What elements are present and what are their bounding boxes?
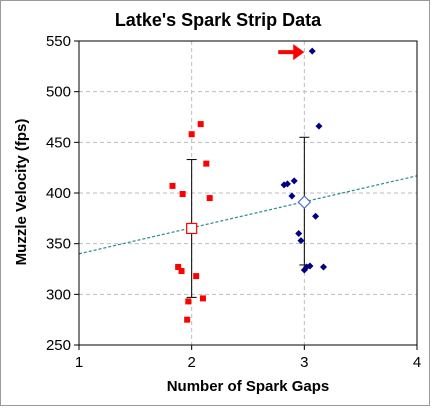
data-point [203,160,210,167]
data-point [297,237,305,245]
data-point [283,180,291,188]
y-tick-label: 300 [46,286,71,303]
mean-markers [186,195,312,235]
data-point [315,122,323,130]
arrow-head [293,44,305,61]
y-axis-label: Muzzle Velocity (fps) [13,119,30,266]
y-tick-label: 400 [46,185,71,202]
data-point [184,316,191,323]
data-point [188,131,195,138]
trendline-group [78,175,418,255]
x-tick-label: 1 [75,354,83,371]
y-tick-label: 500 [46,84,71,101]
data-point [319,263,327,271]
data-point [199,295,206,302]
data-point [179,191,186,198]
data-point [206,195,213,202]
data-point [308,47,316,55]
x-tick-label: 3 [300,354,308,371]
data-point [169,182,176,189]
data-point [306,262,314,270]
data-points [169,47,327,323]
data-point [290,177,298,185]
data-point [178,268,185,275]
mean-marker [297,195,312,209]
x-axis-label: Number of Spark Gaps [167,378,330,395]
mean-marker [186,222,198,235]
y-tick-label: 450 [46,134,71,151]
data-point [197,121,204,128]
data-point [288,192,296,200]
y-tick-label: 550 [46,33,71,50]
data-point [185,298,192,305]
annotation-arrow [278,44,305,61]
grid-lines [79,41,417,345]
x-tick-label: 4 [413,354,421,371]
data-point [193,273,200,280]
data-point [312,212,320,220]
x-tick-label: 2 [187,354,195,371]
data-point [175,263,182,270]
chart-title: Latke's Spark Strip Data [115,10,322,30]
trendline [78,175,418,255]
tick-labels: 250 300 350 400 450 500 550 1 2 3 4 [46,33,421,371]
data-point [295,230,303,238]
y-tick-label: 350 [46,236,71,253]
y-tick-label: 250 [46,337,71,354]
